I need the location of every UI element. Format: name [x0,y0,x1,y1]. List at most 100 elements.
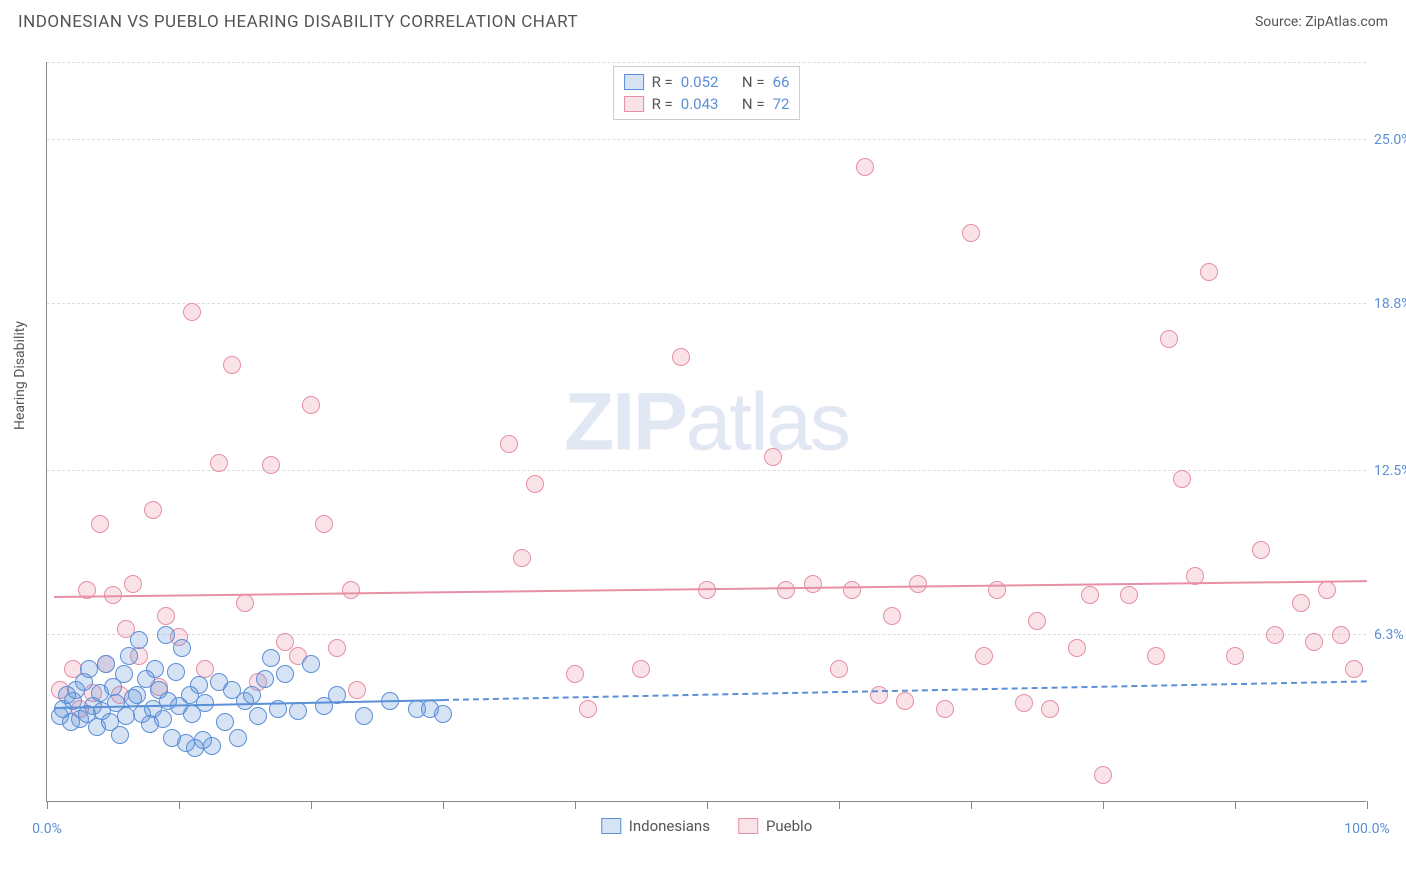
xtick [47,801,48,809]
scatter-point-pueblo [909,575,927,593]
xtick-label: 100.0% [1344,821,1389,837]
scatter-point-pueblo [896,692,914,710]
scatter-point-pueblo [975,647,993,665]
scatter-point-pueblo [1041,700,1059,718]
xtick [179,801,180,809]
scatter-point-pueblo [262,456,280,474]
scatter-point-pueblo [302,396,320,414]
scatter-point-pueblo [1160,330,1178,348]
scatter-point-indonesians [216,713,234,731]
scatter-point-pueblo [962,224,980,242]
scatter-point-pueblo [144,501,162,519]
correlation-legend: R = 0.052 N = 66 R = 0.043 N = 72 [613,66,801,120]
scatter-point-pueblo [672,348,690,366]
scatter-point-pueblo [1252,541,1270,559]
swatch-pueblo [624,96,644,112]
scatter-point-pueblo [1345,660,1363,678]
scatter-point-pueblo [1266,626,1284,644]
xtick [839,801,840,809]
scatter-point-indonesians [289,702,307,720]
scatter-point-pueblo [124,575,142,593]
scatter-point-pueblo [513,549,531,567]
scatter-point-pueblo [1028,612,1046,630]
scatter-point-pueblo [1120,586,1138,604]
scatter-point-pueblo [526,475,544,493]
scatter-point-indonesians [146,660,164,678]
gridline [47,303,1366,304]
swatch-pueblo [738,818,758,834]
y-axis-label: Hearing Disability [12,321,28,430]
scatter-point-indonesians [229,729,247,747]
scatter-point-indonesians [203,737,221,755]
scatter-point-indonesians [249,707,267,725]
xtick [1103,801,1104,809]
scatter-point-pueblo [936,700,954,718]
scatter-point-indonesians [130,631,148,649]
source-label: Source: ZipAtlas.com [1255,14,1388,30]
xtick-label: 0.0% [32,821,62,837]
legend-row-indonesians: R = 0.052 N = 66 [624,71,790,93]
ytick-label: 25.0% [1374,132,1406,148]
ytick-label: 12.5% [1374,463,1406,479]
xtick [443,801,444,809]
scatter-point-pueblo [1068,639,1086,657]
scatter-point-pueblo [1081,586,1099,604]
xtick [971,801,972,809]
scatter-point-pueblo [870,686,888,704]
scatter-point-pueblo [804,575,822,593]
scatter-point-indonesians [167,663,185,681]
scatter-point-pueblo [566,665,584,683]
scatter-point-pueblo [883,607,901,625]
scatter-point-indonesians [302,655,320,673]
scatter-point-pueblo [342,581,360,599]
legend-row-pueblo: R = 0.043 N = 72 [624,93,790,115]
scatter-point-pueblo [1305,633,1323,651]
scatter-point-indonesians [97,655,115,673]
scatter-point-indonesians [243,686,261,704]
swatch-indonesians [624,74,644,90]
scatter-point-pueblo [183,303,201,321]
scatter-point-indonesians [120,647,138,665]
scatter-point-indonesians [434,705,452,723]
scatter-point-pueblo [632,660,650,678]
scatter-point-pueblo [1292,594,1310,612]
scatter-point-pueblo [1226,647,1244,665]
scatter-point-indonesians [173,639,191,657]
scatter-point-indonesians [355,707,373,725]
scatter-point-pueblo [348,681,366,699]
xtick [575,801,576,809]
scatter-point-pueblo [764,448,782,466]
xtick [311,801,312,809]
scatter-point-pueblo [1015,694,1033,712]
gridline [47,470,1366,471]
header: INDONESIAN VS PUEBLO HEARING DISABILITY … [0,0,1406,40]
scatter-point-pueblo [1332,626,1350,644]
scatter-point-indonesians [128,686,146,704]
ytick-label: 6.3% [1374,627,1406,643]
scatter-chart: ZIPatlas R = 0.052 N = 66 R = 0.043 N = … [46,62,1366,802]
ytick-label: 18.8% [1374,296,1406,312]
scatter-point-indonesians [190,676,208,694]
scatter-point-indonesians [256,670,274,688]
scatter-point-pueblo [1173,470,1191,488]
scatter-point-pueblo [315,515,333,533]
scatter-point-indonesians [111,726,129,744]
scatter-point-indonesians [157,626,175,644]
scatter-point-pueblo [236,594,254,612]
scatter-point-pueblo [856,158,874,176]
scatter-point-indonesians [154,710,172,728]
scatter-point-pueblo [830,660,848,678]
xtick [707,801,708,809]
scatter-point-pueblo [1200,263,1218,281]
scatter-point-pueblo [500,435,518,453]
gridline [47,634,1366,635]
scatter-point-pueblo [579,700,597,718]
scatter-point-pueblo [1318,581,1336,599]
scatter-point-pueblo [328,639,346,657]
scatter-point-pueblo [1094,766,1112,784]
scatter-point-indonesians [115,665,133,683]
scatter-point-pueblo [1147,647,1165,665]
xtick [1235,801,1236,809]
scatter-point-pueblo [157,607,175,625]
scatter-point-pueblo [210,454,228,472]
